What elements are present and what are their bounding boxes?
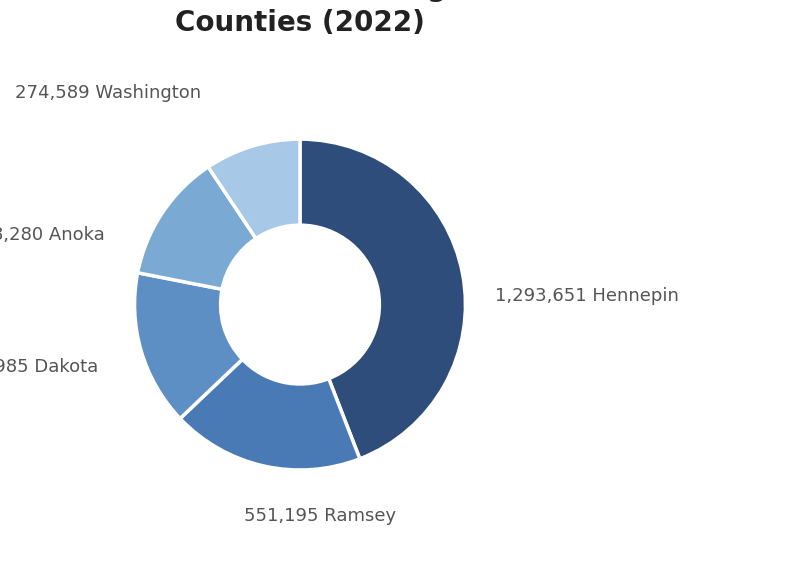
Text: 368,280 Anoka: 368,280 Anoka — [0, 226, 105, 244]
Text: 551,195 Ramsey: 551,195 Ramsey — [244, 508, 396, 525]
Wedge shape — [180, 359, 360, 470]
Text: 1,293,651 Hennepin: 1,293,651 Hennepin — [495, 287, 679, 305]
Text: 274,589 Washington: 274,589 Washington — [14, 84, 201, 102]
Wedge shape — [138, 167, 256, 289]
Title: Population Distribution of
Minnesota's Five Largest
Counties (2022): Population Distribution of Minnesota's F… — [97, 0, 503, 37]
Wedge shape — [134, 273, 242, 418]
Wedge shape — [208, 139, 300, 239]
Text: 444,985 Dakota: 444,985 Dakota — [0, 359, 98, 376]
Wedge shape — [300, 139, 466, 459]
